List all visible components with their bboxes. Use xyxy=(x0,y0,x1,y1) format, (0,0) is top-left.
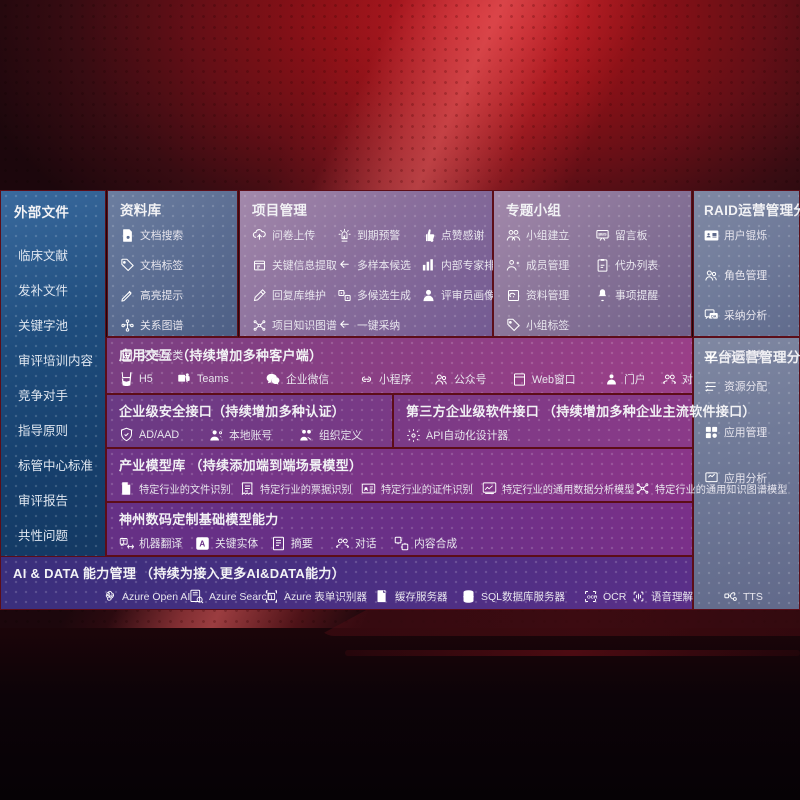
svg-text:QA: QA xyxy=(711,314,717,318)
svg-text:BBS: BBS xyxy=(598,231,607,236)
svg-text:OCR: OCR xyxy=(587,595,598,600)
svg-text:A: A xyxy=(199,539,205,548)
